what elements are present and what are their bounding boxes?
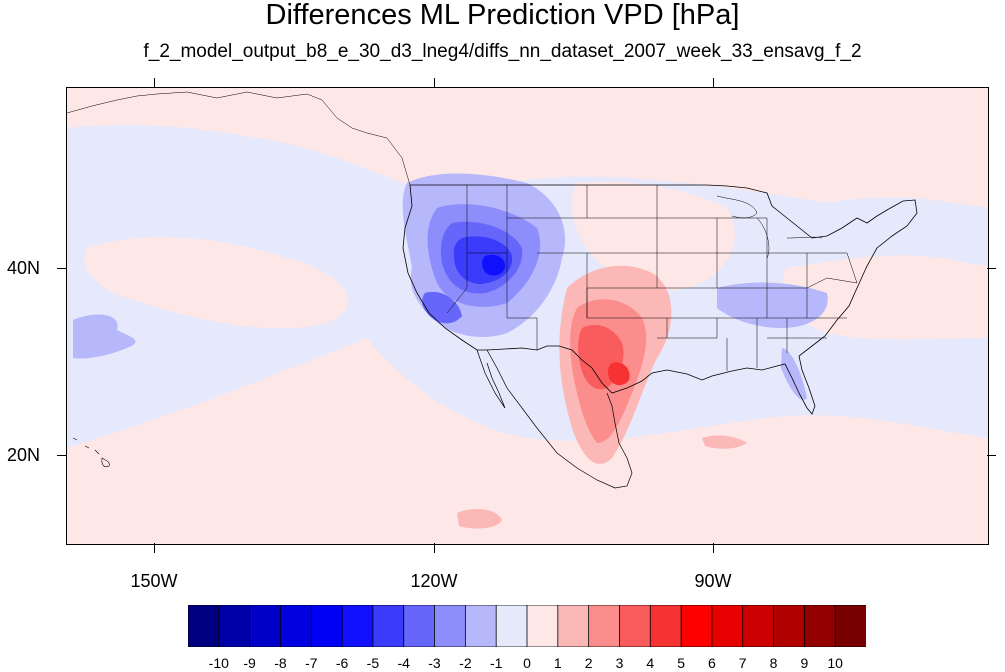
colorbar-swatch xyxy=(680,605,713,647)
colorbar-level-label: 0 xyxy=(523,655,531,671)
pink-region-west xyxy=(84,237,348,329)
colorbar-swatch xyxy=(310,605,343,647)
colorbar-swatch xyxy=(619,605,652,647)
colorbar-level-label: 6 xyxy=(707,655,716,671)
colorbar-level-label: -1 xyxy=(489,655,503,671)
colorbar-swatch xyxy=(742,605,775,647)
colorbar-level-label: -6 xyxy=(335,655,349,671)
colorbar-swatch xyxy=(649,605,682,647)
colorbar-swatch xyxy=(588,605,621,647)
blue-region-midwest xyxy=(717,282,828,328)
colorbar-swatch xyxy=(803,605,837,647)
mexico-coast xyxy=(486,349,633,489)
top-tick-150w xyxy=(154,78,155,87)
colorbar-swatch xyxy=(557,605,590,647)
left-tick-20n xyxy=(57,455,66,456)
colorbar-level-label: -4 xyxy=(397,655,410,671)
colorbar-swatch xyxy=(372,605,405,647)
colorbar-level-label: -3 xyxy=(428,655,441,671)
bottom-tick-120w xyxy=(434,543,435,553)
colorbar-level-label: 10 xyxy=(827,655,843,671)
lat-label-40n: 40N xyxy=(6,258,40,278)
colorbar-level-label: 2 xyxy=(584,655,593,671)
colorbar-level-label: -10 xyxy=(208,655,229,671)
map-panel xyxy=(66,87,989,545)
colorbar-swatch xyxy=(249,605,282,647)
great-lakes xyxy=(716,195,823,259)
colorbar-swatch xyxy=(188,605,220,647)
colorbar-swatch xyxy=(834,605,866,647)
pink-region-south xyxy=(67,338,988,544)
colorbar-level-label: 8 xyxy=(769,655,778,671)
pink-region-east xyxy=(782,255,988,340)
red-patch-central-mexico xyxy=(457,508,502,529)
right-tick-20n xyxy=(987,455,996,456)
colorbar-level-label: -2 xyxy=(459,655,472,671)
colorbar-swatch xyxy=(341,605,374,647)
colorbar-level-label: 3 xyxy=(615,655,624,671)
plot-title: Differences ML Prediction VPD [hPa] xyxy=(265,0,740,31)
colorbar-level-label: 7 xyxy=(738,655,747,671)
left-tick-40n xyxy=(57,268,66,269)
colorbar-level-label: -5 xyxy=(366,655,380,671)
blue-patch-pacific xyxy=(73,314,136,359)
colorbar-swatch xyxy=(773,605,806,647)
baja-california xyxy=(476,349,506,409)
right-tick-40n xyxy=(987,268,996,269)
lon-label-120w: 120W xyxy=(410,571,458,591)
bottom-tick-90w xyxy=(713,543,714,553)
colorbar-level-label: -7 xyxy=(305,655,318,671)
colorbar-swatch xyxy=(711,605,744,647)
colorbar-level-label: 1 xyxy=(553,655,562,671)
canada-coast xyxy=(67,91,411,186)
colorbar-swatch xyxy=(526,605,559,647)
top-tick-120w xyxy=(434,78,435,87)
lon-label-90w: 90W xyxy=(694,571,732,591)
colorbar-level-label: -9 xyxy=(243,655,256,671)
red-level-plus5 xyxy=(608,362,630,386)
colorbar-swatch xyxy=(495,605,528,647)
lon-label-150w: 150W xyxy=(130,571,178,591)
hawaii-islands xyxy=(72,437,110,468)
colorbar-swatch xyxy=(434,605,467,647)
colorbar-level-label: 5 xyxy=(677,655,685,671)
map-canvas xyxy=(67,88,988,544)
top-tick-90w xyxy=(713,78,714,87)
red-patch-gulf xyxy=(702,435,747,449)
colorbar-swatch xyxy=(403,605,436,647)
plot-subtitle: f_2_model_output_b8_e_30_d3_lneg4/diffs_… xyxy=(143,41,862,62)
blue-region-florida xyxy=(781,348,807,400)
colorbar-swatch xyxy=(464,605,498,647)
pink-region-central-us xyxy=(571,181,735,291)
colorbar xyxy=(188,605,866,647)
colorbar-level-label: 4 xyxy=(646,655,655,671)
colorbar-swatch xyxy=(280,605,313,647)
colorbar-level-label: -8 xyxy=(274,655,287,671)
pink-region-north xyxy=(67,88,988,208)
colorbar-level-label: 9 xyxy=(800,655,809,671)
colorbar-swatch xyxy=(218,605,251,647)
blue-level-minus6 xyxy=(482,254,506,276)
lat-label-20n: 20N xyxy=(6,445,40,465)
bottom-tick-150w xyxy=(154,543,155,553)
